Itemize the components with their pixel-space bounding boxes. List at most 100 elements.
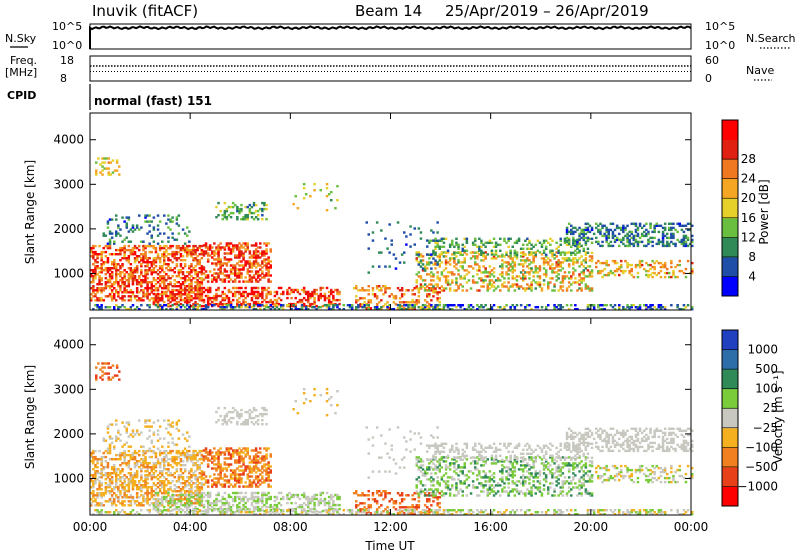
- data-cell: [261, 304, 264, 307]
- data-cell: [221, 246, 224, 249]
- data-cell: [175, 244, 179, 248]
- data-cell: [254, 296, 258, 300]
- data-cell: [173, 238, 176, 241]
- data-cell: [223, 461, 227, 464]
- data-cell: [438, 297, 441, 300]
- data-cell: [605, 304, 608, 307]
- data-cell: [181, 493, 185, 497]
- data-cell: [357, 289, 360, 292]
- data-cell: [590, 269, 594, 273]
- data-cell: [123, 474, 126, 477]
- data-cell: [119, 492, 122, 495]
- data-cell: [615, 269, 619, 273]
- data-cell: [394, 297, 398, 300]
- data-cell: [248, 276, 252, 279]
- data-cell: [167, 491, 170, 495]
- cpid-label: CPID: [7, 89, 36, 102]
- data-cell: [603, 304, 606, 307]
- data-cell: [240, 218, 243, 221]
- data-cell: [94, 458, 97, 461]
- data-cell: [119, 285, 122, 288]
- data-cell: [430, 261, 433, 264]
- data-cell: [238, 501, 241, 505]
- data-cell: [173, 498, 176, 501]
- data-cell: [175, 289, 179, 292]
- data-cell: [181, 246, 185, 250]
- data-cell: [595, 261, 598, 265]
- data-cell: [194, 297, 197, 300]
- data-cell: [194, 293, 197, 296]
- data-cell: [417, 253, 421, 256]
- data-cell: [200, 482, 204, 485]
- data-cell: [165, 273, 168, 276]
- data-cell: [110, 295, 114, 298]
- data-cell: [647, 306, 650, 309]
- data-cell: [663, 226, 667, 230]
- data-cell: [582, 230, 585, 234]
- data-cell: [140, 285, 143, 288]
- data-cell: [265, 218, 268, 221]
- data-cell: [106, 271, 110, 274]
- data-cell: [227, 457, 231, 460]
- data-cell: [219, 453, 222, 456]
- data-cell: [173, 293, 176, 296]
- data-cell: [570, 230, 573, 234]
- data-cell: [526, 287, 529, 290]
- data-cell: [530, 289, 533, 292]
- data-cell: [163, 283, 166, 286]
- data-cell: [96, 304, 99, 307]
- data-cell: [171, 466, 174, 469]
- data-cell: [645, 228, 648, 232]
- data-cell: [588, 275, 592, 278]
- data-cell: [106, 462, 110, 465]
- data-cell: [150, 273, 153, 276]
- data-cell: [492, 237, 496, 240]
- data-cell: [196, 498, 199, 501]
- data-cell: [626, 236, 629, 240]
- data-cell: [188, 478, 191, 481]
- data-cell: [474, 243, 477, 246]
- data-cell: [200, 273, 204, 276]
- data-cell: [551, 267, 554, 270]
- data-cell: [169, 294, 172, 298]
- data-cell: [240, 507, 243, 511]
- data-cell: [263, 457, 266, 460]
- data-cell: [534, 243, 537, 246]
- data-cell: [244, 449, 247, 452]
- data-cell: [92, 490, 95, 493]
- data-cell: [444, 267, 448, 270]
- data-cell: [100, 472, 103, 475]
- data-cell: [240, 207, 243, 211]
- data-cell: [492, 255, 496, 258]
- data-cell: [213, 499, 216, 503]
- data-cell: [246, 473, 249, 476]
- data-cell: [148, 261, 151, 264]
- data-cell: [586, 230, 590, 234]
- data-cell: [146, 289, 149, 292]
- data-cell: [154, 488, 158, 491]
- data-cell: [478, 253, 481, 256]
- data-cell: [117, 263, 120, 266]
- data-cell: [265, 262, 268, 265]
- data-cell: [246, 449, 249, 452]
- data-cell: [653, 230, 656, 234]
- data-cell: [680, 308, 684, 311]
- data-cell: [100, 279, 103, 282]
- data-cell: [524, 306, 527, 309]
- data-cell: [263, 447, 266, 450]
- data-cell: [102, 261, 105, 264]
- data-cell: [244, 264, 247, 267]
- data-cell: [138, 297, 141, 300]
- data-cell: [572, 271, 575, 274]
- data-cell: [188, 248, 191, 252]
- data-cell: [315, 288, 318, 292]
- data-cell: [108, 230, 112, 233]
- data-cell: [557, 251, 560, 254]
- data-cell: [599, 271, 602, 275]
- data-cell: [388, 287, 391, 290]
- data-cell: [148, 304, 151, 307]
- data-cell: [259, 479, 262, 482]
- data-cell: [204, 252, 208, 255]
- data-cell: [152, 240, 156, 243]
- data-cell: [670, 304, 673, 307]
